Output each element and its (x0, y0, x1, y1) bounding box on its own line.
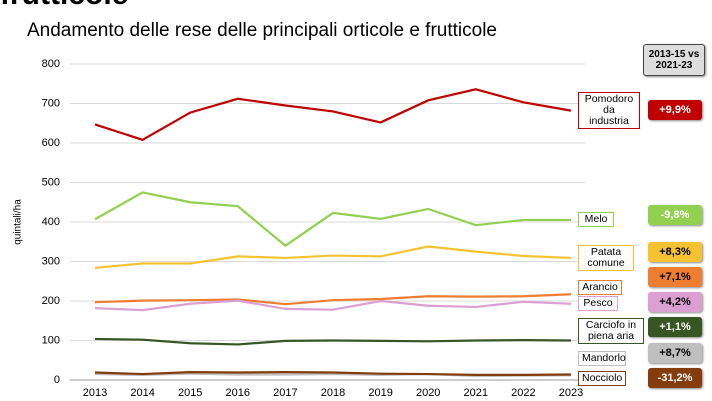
x-tick-label: 2015 (178, 387, 202, 399)
x-tick-label: 2013 (83, 387, 107, 399)
legend-label: Nocciolo (578, 370, 626, 386)
x-tick-label: 2020 (416, 387, 440, 399)
y-tick-label: 400 (42, 216, 60, 228)
y-tick-label: 100 (42, 334, 60, 346)
series-line (94, 245, 572, 269)
y-tick-label: 600 (42, 137, 60, 149)
change-badge: -9,8% (648, 205, 702, 225)
series-line (94, 88, 572, 142)
series-line (94, 370, 572, 376)
series-line (94, 191, 571, 248)
legend-label: Mandorlo (578, 350, 626, 366)
change-badge: -31,2% (648, 368, 702, 388)
change-badge: +8,3% (648, 242, 702, 262)
x-tick-label: 2014 (130, 387, 154, 399)
x-tick-label: 2017 (273, 387, 297, 399)
comparison-header: 2013-15 vs 2021-23 (643, 44, 705, 76)
change-badge: +7,1% (648, 267, 702, 287)
chart-title: Andamento delle rese delle principali or… (27, 20, 497, 41)
legend-label: Pesco (578, 295, 618, 311)
y-tick-label: 200 (42, 295, 60, 307)
series-line (94, 337, 572, 346)
legend-label: Carciofo in piena aria (578, 318, 644, 344)
series-line (94, 299, 572, 312)
x-tick-label: 2019 (368, 387, 392, 399)
y-tick-label: 300 (42, 255, 60, 267)
y-tick-label: 0 (54, 374, 60, 386)
legend-label: Melo (578, 211, 614, 227)
x-tick-label: 2016 (226, 387, 250, 399)
y-axis-label: quintali/ha (13, 199, 24, 245)
change-badge: +8,7% (648, 343, 702, 363)
change-badge: +9,9% (648, 100, 702, 120)
y-tick-label: 700 (42, 97, 60, 109)
x-tick-label: 2022 (511, 387, 535, 399)
y-tick-label: 500 (42, 176, 60, 188)
series-line (94, 293, 572, 306)
legend-label: Patata comune (578, 245, 634, 271)
change-badge: +1,1% (648, 317, 702, 337)
legend-label: Arancio (578, 279, 622, 295)
x-tick-label: 2023 (559, 387, 583, 399)
header-title: frutticole (0, 0, 128, 11)
x-tick-label: 2021 (464, 387, 488, 399)
x-tick-label: 2018 (321, 387, 345, 399)
legend-label: Pomodoro da industria (578, 91, 640, 129)
change-badge: +4,2% (648, 292, 702, 312)
y-tick-label: 800 (42, 58, 60, 70)
